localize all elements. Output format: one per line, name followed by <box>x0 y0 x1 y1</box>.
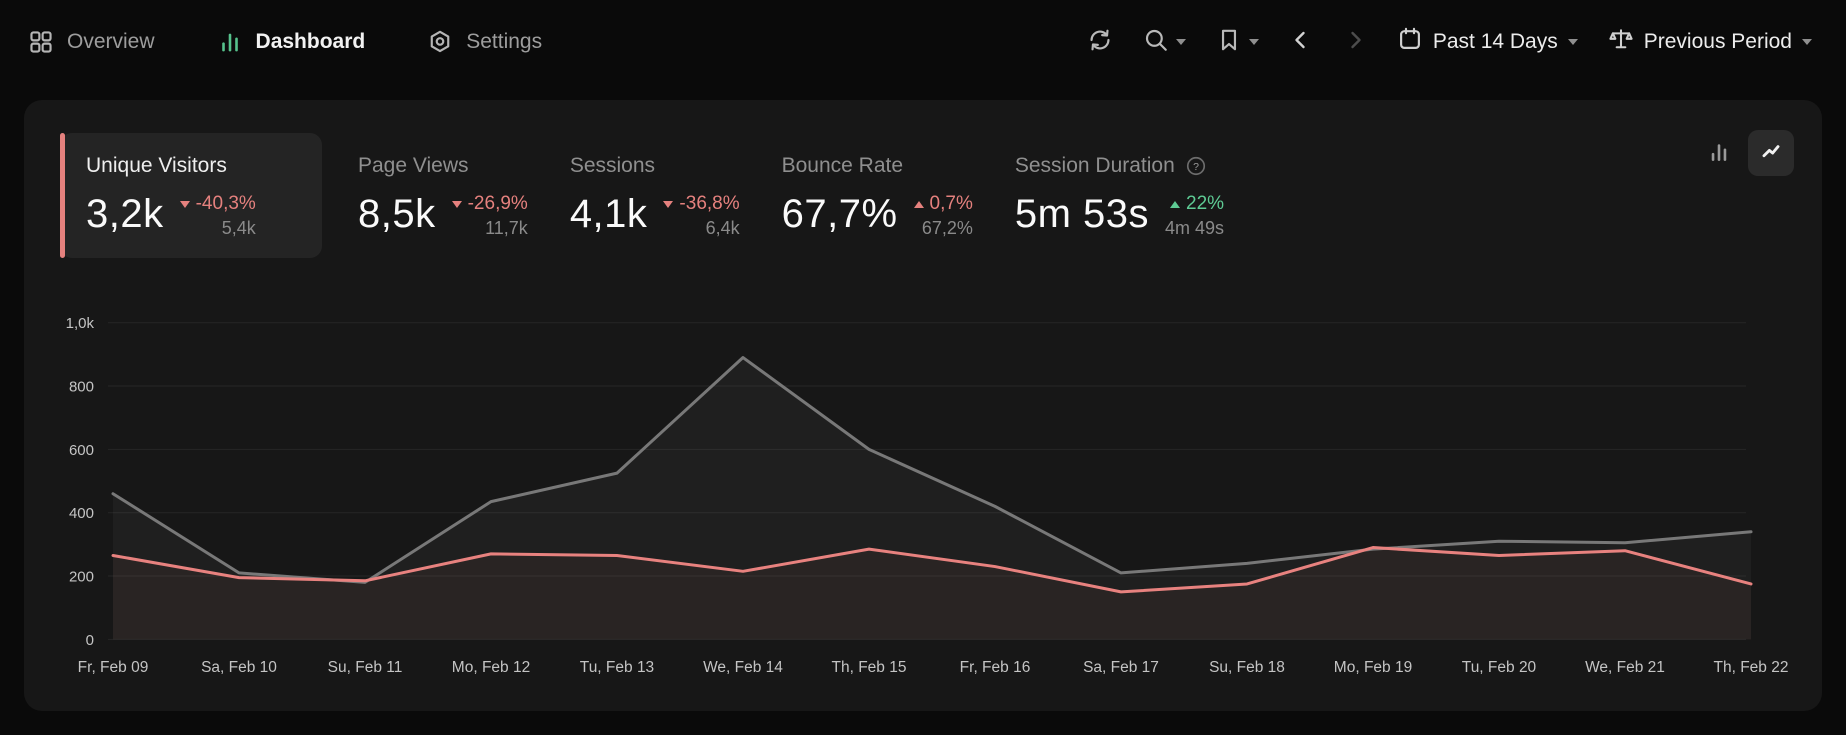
x-axis-label: We, Feb 14 <box>703 659 783 676</box>
nav-item-overview[interactable]: Overview <box>28 29 155 55</box>
stat-change: 0,7% <box>913 193 973 215</box>
chevron-down-icon <box>1175 39 1186 45</box>
bar-chart-icon <box>217 29 243 55</box>
stat-previous-value: 5,4k <box>221 218 256 238</box>
svg-text:?: ? <box>1193 161 1199 173</box>
x-axis-label: Sa, Feb 17 <box>1083 659 1159 676</box>
stat-previous-value: 4m 49s <box>1165 218 1225 238</box>
search-dropdown[interactable] <box>1143 27 1186 58</box>
next-page-button[interactable] <box>1343 28 1367 57</box>
calendar-icon <box>1397 26 1423 58</box>
top-nav: Overview Dashboard Settings <box>0 0 1846 84</box>
x-axis-label: Mo, Feb 12 <box>452 659 530 676</box>
chevron-down-icon <box>1567 39 1578 45</box>
y-axis-label: 600 <box>69 442 94 459</box>
chevron-down-icon <box>1802 39 1812 45</box>
nav-actions: Past 14 Days Previous Period <box>1087 26 1812 58</box>
stat-title: Sessions <box>569 154 656 177</box>
series-line <box>111 546 1753 594</box>
nav-label: Overview <box>67 30 155 53</box>
bookmark-dropdown[interactable] <box>1216 27 1259 58</box>
trend-triangle-icon <box>179 200 190 208</box>
stat-change: -36,8% <box>663 193 740 215</box>
chevron-down-icon <box>1248 39 1259 45</box>
refresh-icon <box>1087 27 1113 58</box>
stat-value: 3,2k <box>86 191 164 236</box>
chart-type-bar-button[interactable] <box>1696 130 1742 176</box>
x-axis-label: Mo, Feb 19 <box>1334 659 1412 676</box>
x-axis-label: Fr, Feb 09 <box>78 659 149 676</box>
nav-item-dashboard[interactable]: Dashboard <box>217 29 366 55</box>
trend-triangle-icon <box>1170 200 1181 208</box>
nav-label: Dashboard <box>255 30 366 53</box>
x-axis-label: We, Feb 21 <box>1585 659 1665 676</box>
chevron-right-icon <box>1343 28 1367 57</box>
stat-change: 22% <box>1170 193 1224 215</box>
y-axis-label: 800 <box>69 379 94 396</box>
y-axis-label: 0 <box>86 632 94 649</box>
stat-previous-value: 11,7k <box>485 218 528 238</box>
chart-type-toggles <box>1696 130 1794 176</box>
bar-chart-toggle-icon <box>1706 139 1732 168</box>
grid-icon <box>28 29 54 55</box>
comparison-label: Previous Period <box>1643 30 1792 53</box>
previous-page-button[interactable] <box>1289 28 1313 57</box>
stat-title: Session Duration <box>1014 154 1175 177</box>
x-axis-label: Tu, Feb 20 <box>1462 659 1537 676</box>
stat-value: 8,5k <box>358 191 436 236</box>
stats-row: Unique Visitors ? 3,2k -40,3% 5,4k Page … <box>24 100 1822 258</box>
stat-accent-bar <box>60 133 65 258</box>
stat-change: -40,3% <box>179 193 256 215</box>
series-area <box>113 547 1751 640</box>
comparison-dropdown[interactable]: Previous Period <box>1608 26 1812 58</box>
bookmark-icon <box>1216 27 1242 58</box>
stat-value: 67,7% <box>781 191 898 236</box>
stat-value: 4,1k <box>569 191 648 236</box>
series-area <box>113 358 1751 640</box>
stat-title: Unique Visitors <box>86 154 227 177</box>
line-chart-toggle-icon <box>1758 139 1784 168</box>
nav-label: Settings <box>466 30 543 53</box>
x-axis-label: Th, Feb 15 <box>832 659 907 676</box>
x-axis-label: Su, Feb 11 <box>328 659 403 676</box>
trend-triangle-icon <box>663 200 674 208</box>
trend-triangle-icon <box>913 200 924 208</box>
x-axis-label: Tu, Feb 13 <box>580 659 654 676</box>
date-range-label: Past 14 Days <box>1432 30 1558 53</box>
stat-value: 5m 53s <box>1014 191 1150 236</box>
series-line <box>111 356 1753 584</box>
stat-card[interactable]: Sessions ? 4,1k -36,8% 6,4k <box>570 133 746 258</box>
primary-nav: Overview Dashboard Settings <box>28 29 542 55</box>
stat-card[interactable]: Page Views ? 8,5k -26,9% 11,7k <box>358 133 534 258</box>
stat-previous-value: 6,4k <box>705 218 740 238</box>
x-axis-label: Fr, Feb 16 <box>960 659 1031 676</box>
stat-title: Page Views <box>358 154 469 177</box>
stat-card[interactable]: Unique Visitors ? 3,2k -40,3% 5,4k <box>60 133 322 258</box>
chevron-left-icon <box>1289 28 1313 57</box>
date-range-dropdown[interactable]: Past 14 Days <box>1397 26 1578 58</box>
stat-previous-value: 67,2% <box>921 218 973 238</box>
y-axis-label: 1,0k <box>66 315 95 332</box>
nav-item-settings[interactable]: Settings <box>427 29 542 55</box>
stat-title: Bounce Rate <box>781 154 904 177</box>
stat-change: -26,9% <box>451 193 528 215</box>
stat-card[interactable]: Bounce Rate ? 67,7% 0,7% 67,2% <box>782 133 979 258</box>
x-axis-label: Th, Feb 22 <box>1714 659 1789 676</box>
y-axis-label: 400 <box>69 505 94 522</box>
dashboard-panel: Unique Visitors ? 3,2k -40,3% 5,4k Page … <box>24 100 1822 711</box>
y-axis-label: 200 <box>69 569 94 586</box>
stat-card[interactable]: Session Duration ? 5m 53s 22% 4m 49s <box>1015 133 1230 258</box>
settings-icon <box>427 29 453 55</box>
search-icon <box>1143 27 1169 58</box>
chart-type-line-button[interactable] <box>1748 130 1794 176</box>
x-axis-label: Sa, Feb 10 <box>201 659 277 676</box>
scale-icon <box>1608 26 1634 58</box>
help-icon[interactable]: ? <box>1185 155 1207 177</box>
x-axis-label: Su, Feb 18 <box>1209 659 1285 676</box>
refresh-button[interactable] <box>1087 27 1113 58</box>
trend-triangle-icon <box>451 200 462 208</box>
